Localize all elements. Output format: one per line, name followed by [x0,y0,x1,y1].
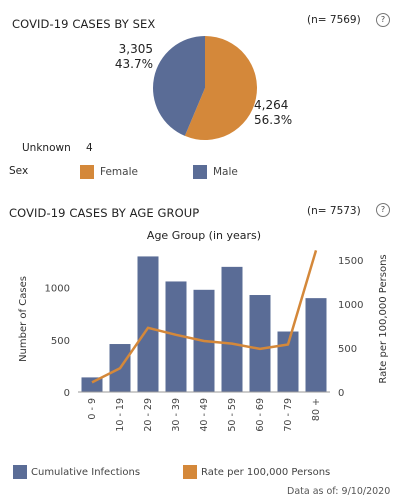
legend-label-cumulative: Cumulative Infections [31,467,141,478]
legend-label-male: Male [213,166,238,178]
bar [221,266,243,392]
bar [305,298,327,392]
sex-n-label: (n= 7569) [307,14,361,26]
y-tick-label: 0 [64,388,70,399]
x-tick-label: 0 - 9 [87,398,98,420]
bar [249,295,271,392]
x-tick-label: 60 - 69 [255,398,266,432]
pie-slice-male [153,36,205,136]
legend-swatch-rate [183,465,197,479]
age-n-label: (n= 7573) [307,205,361,217]
bar [165,281,187,392]
sex-help-icon[interactable]: ? [376,13,390,27]
age-help-icon[interactable]: ? [376,203,390,217]
x-tick-label: 40 - 49 [199,398,210,432]
age-group-chart: Age Group (in years) Number of Cases Rate … [18,229,389,432]
y2-tick-label: 0 [338,388,344,399]
rate-line [91,250,318,384]
sex-legend-title: Sex [9,165,29,177]
pie-slice-female [184,36,257,140]
y2-tick-label: 500 [338,344,357,355]
y-axis-label: Number of Cases [18,276,29,362]
x-tick-label: 70 - 79 [283,398,294,432]
data-as-of: Data as of: 9/10/2020 [287,486,391,497]
bar [137,256,159,392]
y-tick-label: 500 [51,336,70,347]
sex-pie-chart [153,36,257,140]
pie-label-female: 4,264 56.3% [254,98,292,128]
pie-label-male: 3,305 43.7% [108,42,153,72]
male-count: 3,305 [118,42,153,56]
legend-swatch-female [80,165,94,179]
x-tick-label: 50 - 59 [227,398,238,432]
y2-axis-label: Rate per 100,000 Persons [378,254,389,383]
x-tick-label: 30 - 39 [171,398,182,432]
y2-tick-label: 1500 [338,256,363,267]
x-tick-label: 20 - 29 [143,398,154,432]
unknown-label: Unknown [22,142,71,154]
female-percent: 56.3% [254,113,293,127]
male-percent: 43.7% [114,57,153,71]
legend-label-rate: Rate per 100,000 Persons [201,467,331,478]
x-tick-label: 80 + [311,398,322,421]
legend-swatch-cumulative [13,465,27,479]
y-tick-label: 1000 [45,284,70,295]
bar [277,331,299,392]
age-section-title: COVID-19 CASES BY AGE GROUP [9,206,200,220]
x-tick-label: 10 - 19 [115,398,126,432]
y2-tick-label: 1000 [338,300,363,311]
sex-section-title: COVID-19 CASES BY SEX [12,17,156,31]
unknown-value: 4 [86,142,93,154]
legend-swatch-male [193,165,207,179]
chart-title: Age Group (in years) [147,229,261,242]
legend-label-female: Female [100,166,138,178]
female-count: 4,264 [254,98,289,112]
